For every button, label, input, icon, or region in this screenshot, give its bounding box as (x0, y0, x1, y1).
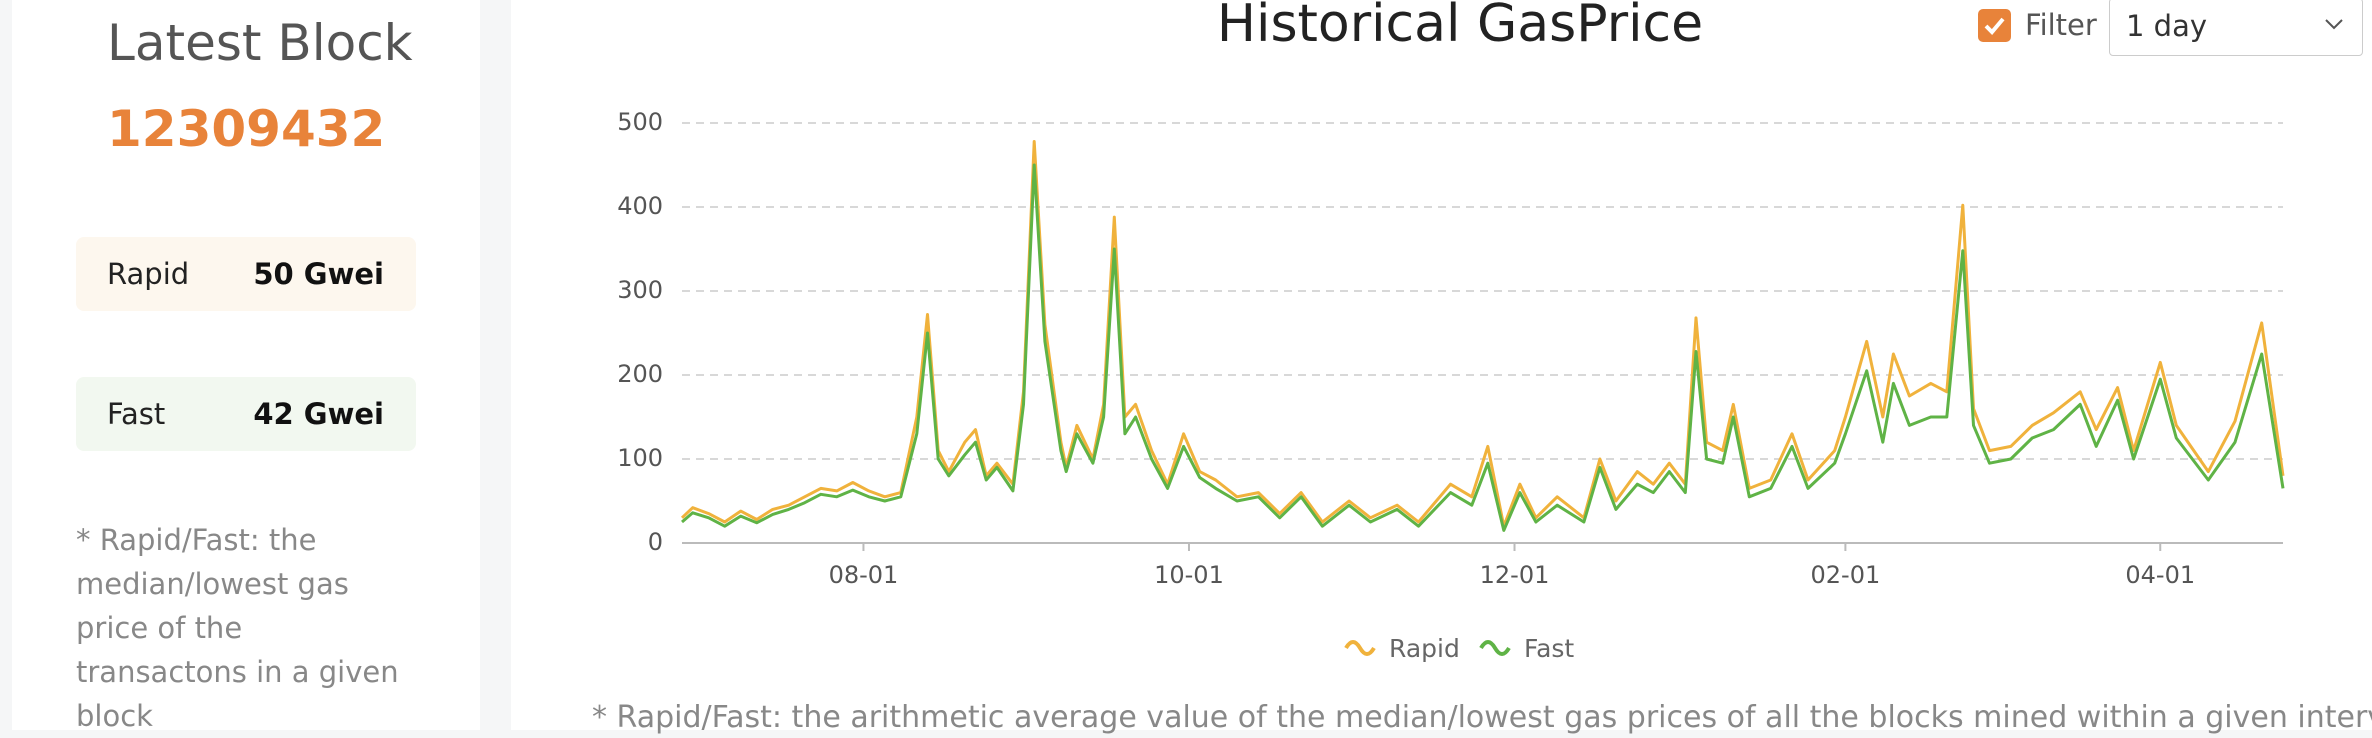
legend-icon (1344, 640, 1376, 656)
sidebar: Latest Block 12309432 Rapid 50 Gwei Fast… (12, 0, 480, 733)
block-number: 12309432 (107, 100, 386, 158)
chevron (2325, 19, 2343, 30)
chart: Historical GasPrice 0 100 200 300 400 500 08-0… (617, 0, 2285, 663)
y-tick-label: 100 (617, 444, 663, 472)
interval-select[interactable]: 1 day (2109, 0, 2363, 56)
legend-icon (1479, 640, 1511, 656)
card-value: 50 Gwei (253, 257, 384, 291)
series-line (681, 163, 2285, 532)
y-tick-label: 200 (617, 360, 663, 388)
y-tick-label: 0 (648, 528, 663, 556)
x-tick-label: 08-01 (829, 561, 899, 589)
main-panel (511, 0, 2372, 730)
card-label: Fast (107, 397, 166, 431)
card-value: 42 Gwei (253, 397, 384, 431)
select-value: 1 day (2126, 9, 2208, 43)
y-tick-label: 400 (617, 192, 663, 220)
legend-label: Fast (1524, 634, 1574, 663)
filter-label: Filter (2025, 8, 2097, 42)
legend-label: Rapid (1389, 634, 1460, 663)
rapid-card: Rapid 50 Gwei (76, 237, 416, 311)
y-tick-label: 500 (617, 108, 663, 136)
sidebar-note: * Rapid/Fast: the median/lowest gas pric… (76, 523, 399, 733)
card-label: Rapid (107, 257, 190, 291)
y-tick-label: 300 (617, 276, 663, 304)
x-tick-label: 10-01 (1154, 561, 1224, 589)
check-icon (1984, 17, 2005, 35)
x-tick-label: 02-01 (1811, 561, 1881, 589)
filter-checkbox[interactable] (1978, 9, 2011, 42)
fast-card: Fast 42 Gwei (76, 377, 416, 451)
x-tick-label: 04-01 (2125, 561, 2195, 589)
footnote: * Rapid/Fast: the arithmetic average val… (592, 700, 2372, 735)
x-tick-label: 12-01 (1480, 561, 1550, 589)
sidebar-title: Latest Block (107, 14, 413, 72)
chart-title: Historical GasPrice (1217, 0, 1703, 54)
series-line (680, 140, 2285, 528)
